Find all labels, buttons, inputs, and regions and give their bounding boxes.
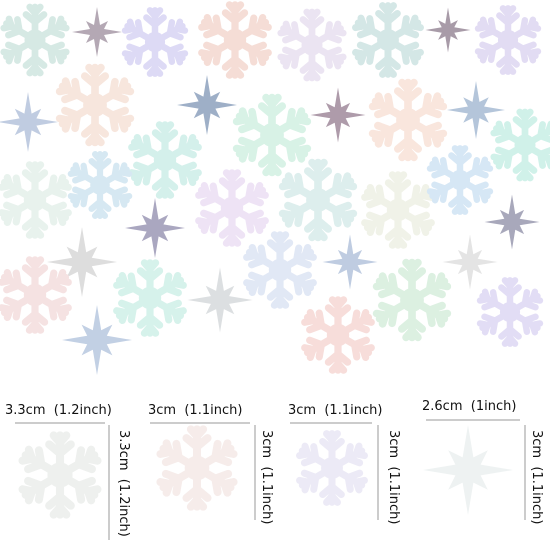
width-label: 3cm (1.1inch) <box>148 403 242 418</box>
sample-star <box>423 425 513 515</box>
height-label: 3cm (1.1inch) <box>529 430 544 524</box>
width-label: 3cm (1.1inch) <box>288 403 382 418</box>
width-label: 2.6cm (1inch) <box>422 399 516 414</box>
height-label: 3cm (1.1inch) <box>259 430 274 524</box>
height-label: 3cm (1.1inch) <box>386 430 401 524</box>
size-panel: 3cm (1.1inch) 3cm (1.1inch) <box>288 403 401 524</box>
sample-snowflake <box>20 435 99 514</box>
size-panel: 2.6cm (1inch) 3cm (1.1inch) <box>422 399 544 524</box>
sample-snowflake <box>298 434 367 503</box>
size-panel: 3cm (1.1inch) 3cm (1.1inch) <box>148 403 274 524</box>
size-panel: 3.3cm (1.2inch) 3.3cm (1.2inch) <box>5 403 131 540</box>
snowflake-collage <box>0 5 550 375</box>
sample-snowflake <box>158 429 236 506</box>
height-label: 3.3cm (1.2inch) <box>116 430 131 537</box>
width-label: 3.3cm (1.2inch) <box>5 403 112 418</box>
